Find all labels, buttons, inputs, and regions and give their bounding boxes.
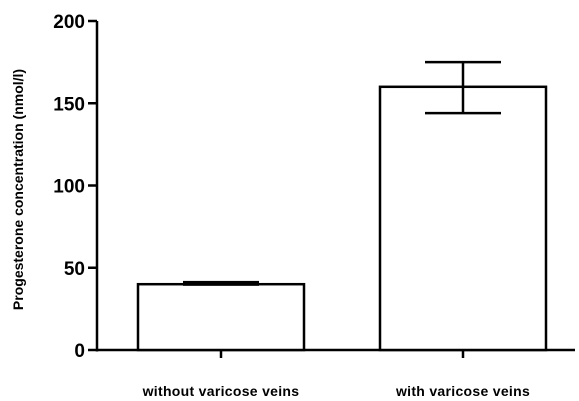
y-tick-label: 0 bbox=[74, 341, 85, 362]
x-category-label: without varicose veins bbox=[142, 383, 300, 399]
error-bars-group bbox=[183, 60, 501, 286]
x-category-label: with varicose veins bbox=[395, 383, 530, 399]
error-bar bbox=[183, 280, 259, 286]
y-tick-label: 50 bbox=[64, 259, 85, 280]
bars-group bbox=[136, 85, 548, 352]
y-tick-label: 100 bbox=[53, 177, 85, 198]
bar bbox=[378, 85, 548, 352]
y-tick-label: 150 bbox=[53, 94, 85, 115]
y-tick-label: 200 bbox=[53, 12, 85, 33]
bar bbox=[136, 282, 306, 352]
labels-group: 0 50 100 150 200 without varicose veins with v… bbox=[53, 12, 530, 399]
y-axis-title: Progesterone concentration (nmol/l) bbox=[10, 69, 26, 310]
